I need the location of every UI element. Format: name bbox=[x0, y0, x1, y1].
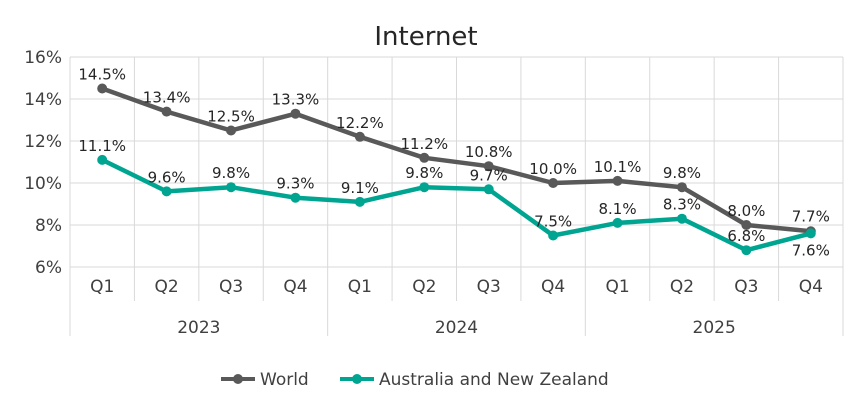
data-label: 8.0% bbox=[727, 202, 765, 220]
data-label: 6.8% bbox=[727, 227, 765, 245]
x-tick-label: Q2 bbox=[412, 277, 436, 297]
series-line-0 bbox=[99, 86, 814, 234]
data-label: 8.1% bbox=[598, 200, 636, 218]
x-tick-label: Q3 bbox=[734, 277, 758, 297]
series-1-point bbox=[290, 192, 301, 203]
data-label: 8.3% bbox=[663, 196, 701, 214]
x-tick-label: Q1 bbox=[605, 277, 629, 297]
x-tick-label: Q4 bbox=[799, 277, 823, 297]
data-label: 7.6% bbox=[792, 241, 830, 259]
series-1-point bbox=[805, 228, 816, 239]
series-1-point bbox=[548, 230, 559, 241]
data-label: 9.3% bbox=[276, 175, 314, 193]
series-0-point bbox=[226, 125, 237, 136]
axes: 6% 8% 10% 12% 14% 16% Q1 Q2 Q3 Q4 Q1 Q2 Q3 Q4 Q1 Q2 Q3 Q4… bbox=[24, 48, 844, 338]
series-0-point bbox=[612, 175, 623, 186]
chart-title: Internet bbox=[374, 22, 477, 52]
legend: World Australia and New Zealand bbox=[221, 370, 609, 390]
legend-swatch-marker bbox=[233, 374, 243, 384]
x-group-label: 2024 bbox=[435, 318, 478, 338]
data-label: 10.0% bbox=[529, 160, 577, 178]
data-label: 9.8% bbox=[405, 164, 443, 182]
data-label: 9.7% bbox=[470, 166, 508, 184]
series-1-point bbox=[741, 245, 752, 256]
series-1-point bbox=[97, 154, 108, 165]
data-label: 10.8% bbox=[465, 143, 513, 161]
x-group-label: 2025 bbox=[693, 318, 736, 338]
x-tick-label: Q4 bbox=[541, 277, 565, 297]
legend-label: Australia and New Zealand bbox=[379, 370, 609, 390]
data-label: 12.2% bbox=[336, 114, 384, 132]
y-tick-label: 16% bbox=[24, 48, 62, 68]
data-labels: 14.5% 13.4% 12.5% 13.3% 12.2% 11.2% 10.8% 10.0%… bbox=[78, 66, 829, 260]
x-group-label: 2023 bbox=[177, 318, 220, 338]
series-1-point bbox=[226, 182, 237, 193]
data-label: 13.4% bbox=[143, 89, 191, 107]
series-0-point bbox=[741, 220, 752, 230]
series-line-1 bbox=[99, 157, 814, 253]
x-tick-label: Q1 bbox=[90, 277, 114, 297]
data-label: 11.1% bbox=[78, 137, 126, 155]
series-0-point bbox=[161, 106, 172, 117]
series-0-point bbox=[97, 83, 108, 94]
data-label: 9.1% bbox=[341, 179, 379, 197]
y-tick-label: 12% bbox=[24, 132, 62, 152]
data-label: 9.6% bbox=[148, 168, 186, 186]
series-1-point bbox=[483, 184, 494, 195]
data-label: 11.2% bbox=[400, 135, 448, 153]
series-1-point bbox=[419, 182, 430, 193]
series-0-point bbox=[419, 152, 430, 163]
data-label: 7.7% bbox=[792, 207, 830, 225]
x-tick-label: Q2 bbox=[155, 277, 179, 297]
x-tick-label: Q1 bbox=[348, 277, 372, 297]
legend-swatch-marker bbox=[352, 374, 362, 384]
series-0-point bbox=[676, 182, 687, 193]
x-tick-label: Q3 bbox=[219, 277, 243, 297]
x-tick-label: Q2 bbox=[670, 277, 694, 297]
series-0-point bbox=[548, 178, 559, 188]
data-label: 12.5% bbox=[207, 108, 255, 126]
x-tick-label: Q4 bbox=[283, 277, 307, 297]
data-label: 14.5% bbox=[78, 66, 126, 84]
series-0-point bbox=[483, 161, 494, 172]
y-tick-label: 14% bbox=[24, 90, 62, 110]
legend-label: World bbox=[260, 370, 309, 390]
data-label: 9.8% bbox=[663, 164, 701, 182]
data-label: 7.5% bbox=[534, 213, 572, 231]
data-label: 9.8% bbox=[212, 164, 250, 182]
y-tick-label: 10% bbox=[24, 174, 62, 194]
series-1-point bbox=[612, 217, 623, 228]
series bbox=[97, 83, 816, 256]
series-1-point bbox=[161, 186, 172, 197]
series-0-point bbox=[354, 131, 365, 142]
series-1-point bbox=[354, 196, 365, 207]
x-tick-label: Q3 bbox=[477, 277, 501, 297]
y-tick-label: 8% bbox=[35, 216, 62, 236]
y-tick-label: 6% bbox=[35, 258, 62, 278]
series-1-point bbox=[676, 213, 687, 224]
data-label: 10.1% bbox=[594, 158, 642, 176]
data-label: 13.3% bbox=[272, 91, 320, 109]
series-0-point bbox=[290, 108, 301, 119]
